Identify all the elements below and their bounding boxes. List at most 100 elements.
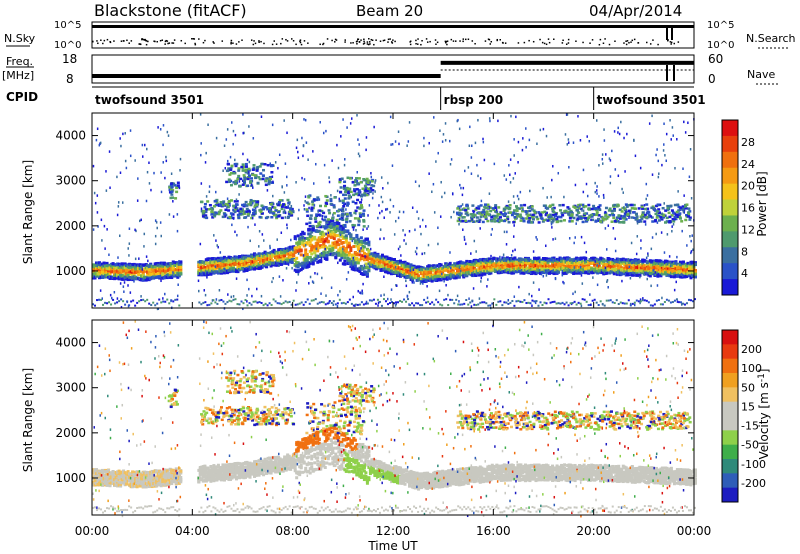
data-cell	[122, 275, 126, 279]
data-cell	[218, 269, 222, 273]
data-cell	[343, 224, 347, 227]
data-cell	[243, 176, 247, 180]
nsky-dot	[565, 43, 568, 45]
data-cell	[275, 254, 279, 258]
nsky-dot	[204, 39, 206, 42]
data-cell	[107, 269, 111, 273]
nsky-dot	[450, 38, 453, 41]
data-cell	[168, 275, 172, 279]
nsky-dot	[238, 41, 240, 43]
data-cell	[200, 272, 204, 276]
data-cell	[101, 275, 105, 279]
data-cell	[357, 177, 361, 180]
nsky-dot	[502, 42, 504, 44]
data-cell	[168, 266, 172, 270]
data-cell	[242, 257, 246, 261]
data-cell	[225, 258, 229, 262]
data-cell	[307, 195, 311, 198]
data-cell	[240, 264, 244, 268]
data-cell	[114, 263, 118, 267]
data-cell	[147, 268, 151, 272]
data-cell	[644, 207, 648, 211]
data-cell	[234, 259, 238, 263]
data-cell	[162, 273, 166, 277]
data-cell	[250, 265, 254, 269]
data-cell	[356, 198, 360, 202]
data-cell	[98, 276, 102, 280]
nsky-dot	[97, 42, 99, 45]
data-cell	[256, 165, 260, 169]
data-cell	[356, 245, 360, 249]
data-cell	[177, 273, 181, 277]
data-cell	[212, 268, 216, 272]
data-cell	[353, 189, 357, 193]
data-cell	[197, 270, 201, 274]
data-cell	[123, 266, 127, 270]
data-cell	[156, 263, 160, 267]
data-cell	[271, 259, 275, 263]
data-cell	[162, 263, 166, 267]
data-cell	[215, 261, 219, 265]
data-cell	[131, 276, 135, 280]
nsky-dot	[103, 39, 106, 42]
data-cell	[305, 253, 309, 257]
nsky-dot	[334, 38, 337, 41]
data-cell	[129, 276, 133, 280]
data-cell	[630, 206, 634, 210]
nsky-dot	[649, 43, 652, 45]
data-cell	[253, 253, 257, 257]
data-cell	[566, 206, 570, 209]
nsky-dot	[490, 40, 493, 43]
data-cell	[128, 277, 132, 281]
data-cell	[481, 220, 485, 224]
data-cell	[174, 267, 178, 271]
nsky-dot	[202, 41, 205, 44]
data-cell	[171, 264, 175, 268]
data-cell	[218, 265, 222, 269]
data-cell	[237, 216, 241, 220]
nsky-dot	[625, 40, 627, 42]
data-cell	[332, 251, 336, 255]
data-cell	[147, 265, 151, 269]
data-cell	[365, 237, 369, 241]
data-cell	[244, 261, 248, 265]
data-cell	[306, 214, 310, 218]
data-cell	[343, 180, 347, 184]
data-cell	[351, 223, 355, 227]
nave-tick-top: 60	[708, 52, 723, 66]
freq-panel	[91, 54, 695, 84]
data-cell	[448, 261, 452, 265]
cpid-segments: twofsound 3501 rbsp 200 twofsound 3501	[95, 87, 706, 110]
data-cell	[122, 269, 126, 273]
data-cell	[597, 205, 601, 209]
nsky-dot	[194, 43, 197, 46]
nsky-dot	[599, 38, 602, 41]
data-cell	[251, 173, 255, 176]
data-cell	[305, 208, 309, 211]
data-cell	[239, 263, 243, 267]
data-cell	[213, 267, 217, 271]
data-cell	[256, 265, 260, 269]
data-cell	[262, 259, 266, 263]
nsky-dot	[167, 42, 169, 45]
data-cell	[362, 245, 366, 249]
data-cell	[96, 267, 100, 271]
data-cell	[122, 277, 126, 281]
data-cell	[110, 264, 114, 268]
nsky-dot	[567, 42, 570, 44]
data-cell	[261, 177, 265, 181]
data-cell	[269, 177, 273, 181]
data-cell	[110, 275, 114, 279]
data-cell	[224, 208, 228, 212]
nsky-dot	[252, 43, 255, 46]
data-cell	[159, 267, 163, 271]
nsky-dot	[489, 43, 492, 45]
data-cell	[269, 262, 273, 266]
data-cell	[179, 263, 183, 267]
data-cell	[572, 216, 576, 220]
data-cell	[210, 261, 214, 265]
data-cell	[231, 258, 235, 262]
data-cell	[277, 261, 281, 265]
data-cell	[251, 264, 255, 268]
data-cell	[125, 266, 129, 270]
